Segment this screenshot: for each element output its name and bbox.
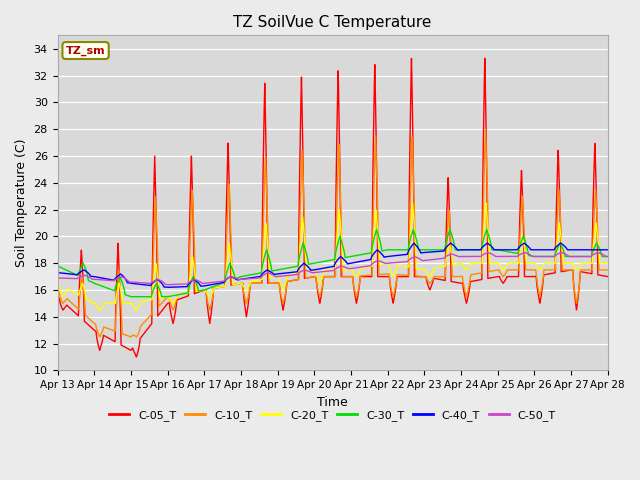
C-05_T xyxy=(604,274,612,279)
C-30_T xyxy=(456,247,464,252)
C-10_T xyxy=(132,334,140,340)
C-20_T xyxy=(426,273,433,279)
C-50_T xyxy=(456,254,464,260)
C-05_T xyxy=(481,56,488,61)
Legend: C-05_T, C-10_T, C-20_T, C-30_T, C-40_T, C-50_T: C-05_T, C-10_T, C-20_T, C-30_T, C-40_T, … xyxy=(105,406,561,425)
C-10_T xyxy=(488,268,495,274)
C-40_T xyxy=(488,243,495,249)
C-20_T xyxy=(132,307,140,313)
Line: C-50_T: C-50_T xyxy=(58,252,608,285)
C-30_T xyxy=(54,263,61,269)
C-10_T xyxy=(482,127,490,133)
C-30_T xyxy=(372,227,380,233)
C-05_T xyxy=(312,274,320,280)
C-20_T xyxy=(54,280,61,286)
C-40_T xyxy=(604,247,611,252)
C-05_T xyxy=(54,294,61,300)
C-05_T xyxy=(488,275,495,281)
Line: C-05_T: C-05_T xyxy=(58,59,608,357)
C-20_T xyxy=(488,260,495,266)
C-20_T xyxy=(312,271,320,276)
C-10_T xyxy=(456,274,464,279)
C-40_T xyxy=(447,240,454,246)
C-30_T xyxy=(488,243,495,249)
C-30_T xyxy=(127,294,135,300)
Line: C-40_T: C-40_T xyxy=(58,243,608,288)
Line: C-20_T: C-20_T xyxy=(58,203,608,310)
C-10_T xyxy=(312,277,320,283)
Line: C-30_T: C-30_T xyxy=(58,230,608,297)
C-10_T xyxy=(604,267,612,273)
X-axis label: Time: Time xyxy=(317,396,348,408)
C-20_T xyxy=(482,200,490,206)
C-50_T xyxy=(604,253,612,259)
C-40_T xyxy=(152,277,160,283)
C-50_T xyxy=(426,257,433,263)
C-20_T xyxy=(604,260,612,266)
C-40_T xyxy=(312,267,320,273)
C-10_T xyxy=(604,267,611,273)
C-10_T xyxy=(54,287,61,293)
C-30_T xyxy=(604,253,611,259)
C-30_T xyxy=(426,247,433,252)
C-50_T xyxy=(487,251,495,257)
C-05_T xyxy=(153,230,161,236)
C-05_T xyxy=(456,280,464,286)
C-10_T xyxy=(426,280,433,286)
C-10_T xyxy=(153,220,161,226)
C-50_T xyxy=(604,253,611,259)
C-50_T xyxy=(54,275,61,281)
Line: C-10_T: C-10_T xyxy=(58,130,608,337)
C-20_T xyxy=(456,261,464,266)
C-50_T xyxy=(595,250,602,255)
Title: TZ SoilVue C Temperature: TZ SoilVue C Temperature xyxy=(234,15,432,30)
C-05_T xyxy=(426,287,433,292)
C-30_T xyxy=(312,260,320,266)
C-50_T xyxy=(152,277,160,283)
C-05_T xyxy=(132,354,140,360)
C-40_T xyxy=(456,247,464,253)
C-40_T xyxy=(604,247,612,252)
C-40_T xyxy=(426,249,433,255)
C-20_T xyxy=(153,265,161,271)
C-05_T xyxy=(604,274,611,279)
C-50_T xyxy=(312,269,320,275)
C-40_T xyxy=(164,285,172,290)
C-50_T xyxy=(164,282,172,288)
C-30_T xyxy=(153,280,161,286)
C-20_T xyxy=(604,260,611,266)
Text: TZ_sm: TZ_sm xyxy=(66,46,106,56)
C-40_T xyxy=(54,270,61,276)
Y-axis label: Soil Temperature (C): Soil Temperature (C) xyxy=(15,139,28,267)
C-30_T xyxy=(604,253,612,259)
